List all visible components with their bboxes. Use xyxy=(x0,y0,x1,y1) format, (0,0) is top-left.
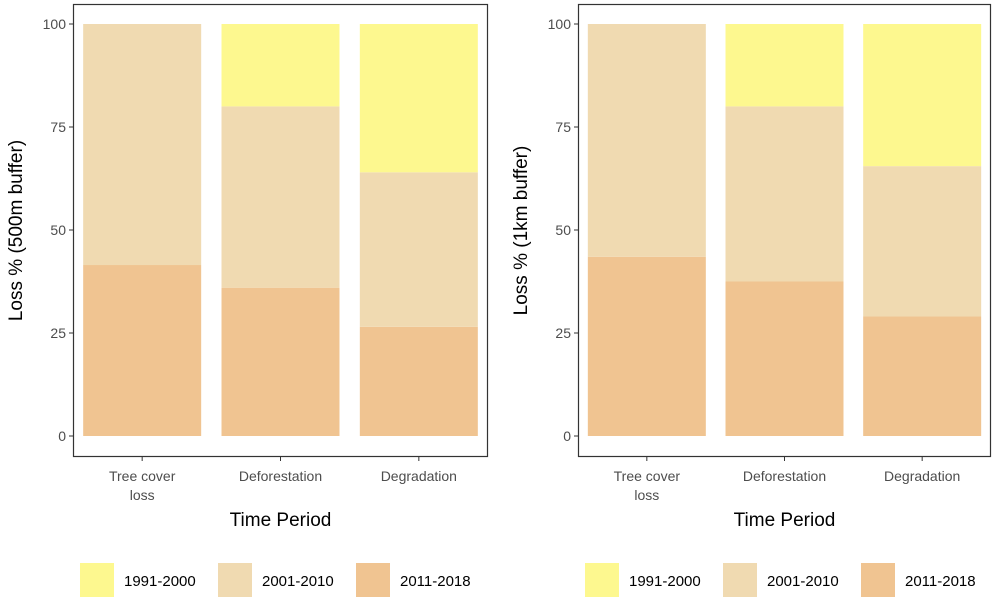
y-axis-title: Loss % (500m buffer) xyxy=(6,140,27,321)
x-tick-label: Deforestation xyxy=(743,468,826,484)
chart-panel-1: Tree cover loss Deforestation Degradation 0 2… xyxy=(6,3,489,531)
chart-panel-2: Tree cover loss Deforestation Degradation 0 2… xyxy=(511,3,992,531)
bar-segment xyxy=(863,166,982,317)
legend-2: 1991-2000 2001-2010 2011-2018 xyxy=(585,563,976,597)
x-tick-label-line: loss xyxy=(634,487,659,503)
y-tick-label: 25 xyxy=(50,325,66,341)
x-tick-label: Degradation xyxy=(381,468,457,484)
y-tick-label: 0 xyxy=(58,428,66,444)
bar-segment xyxy=(587,256,706,436)
y-tick-label: 100 xyxy=(548,16,572,32)
bar-segment xyxy=(863,316,982,436)
plot-border xyxy=(72,3,489,458)
legend-label: 1991-2000 xyxy=(124,573,196,590)
x-tick-label: Tree cover loss xyxy=(109,468,176,503)
bar-segment xyxy=(83,265,202,436)
y-axis-title: Loss % (1km buffer) xyxy=(511,146,532,316)
x-tick-label-line: Degradation xyxy=(381,468,457,484)
y-tick-label: 0 xyxy=(563,428,571,444)
y-tick-label: 100 xyxy=(43,16,67,32)
bar-segment xyxy=(725,106,844,282)
legend-1: 1991-2000 2001-2010 2011-2018 xyxy=(80,563,471,597)
legend-label: 2001-2010 xyxy=(767,573,839,590)
legend-swatch xyxy=(218,563,252,597)
bar-segment xyxy=(725,24,844,107)
bar-segment xyxy=(725,281,844,436)
y-tick-label: 75 xyxy=(555,119,571,135)
x-tick-label-line: Tree cover xyxy=(614,468,681,484)
bar-segment xyxy=(83,24,202,266)
bar-segment xyxy=(587,24,706,257)
legend-label: 2011-2018 xyxy=(905,573,976,590)
x-tick-label-line: loss xyxy=(130,487,155,503)
y-tick-label: 50 xyxy=(50,222,66,238)
bar-segment xyxy=(221,287,340,436)
y-tick-label: 50 xyxy=(555,222,571,238)
bar-segment xyxy=(221,106,340,288)
bar-segment xyxy=(359,24,478,173)
legend-swatch xyxy=(356,563,390,597)
y-tick-label: 25 xyxy=(555,325,571,341)
bar-segment xyxy=(221,24,340,107)
legend-swatch xyxy=(861,563,895,597)
legend-swatch xyxy=(585,563,619,597)
x-tick-label: Deforestation xyxy=(239,468,322,484)
bar-segment xyxy=(863,24,982,167)
legend-label: 1991-2000 xyxy=(629,573,701,590)
x-tick-label: Degradation xyxy=(884,468,960,484)
x-tick-label: Tree cover loss xyxy=(614,468,681,503)
legend-label: 2011-2018 xyxy=(400,573,471,590)
x-axis-title: Time Period xyxy=(230,510,332,531)
bar-segment xyxy=(359,326,478,436)
x-tick-label-line: Deforestation xyxy=(743,468,826,484)
x-tick-label-line: Tree cover xyxy=(109,468,176,484)
legend-swatch xyxy=(80,563,114,597)
bar-segment xyxy=(359,172,478,327)
x-axis-title: Time Period xyxy=(734,510,836,531)
legend-label: 2001-2010 xyxy=(262,573,334,590)
legend-swatch xyxy=(723,563,757,597)
y-tick-label: 75 xyxy=(50,119,66,135)
x-tick-label-line: Deforestation xyxy=(239,468,322,484)
x-tick-label-line: Degradation xyxy=(884,468,960,484)
plot-border xyxy=(577,3,992,458)
